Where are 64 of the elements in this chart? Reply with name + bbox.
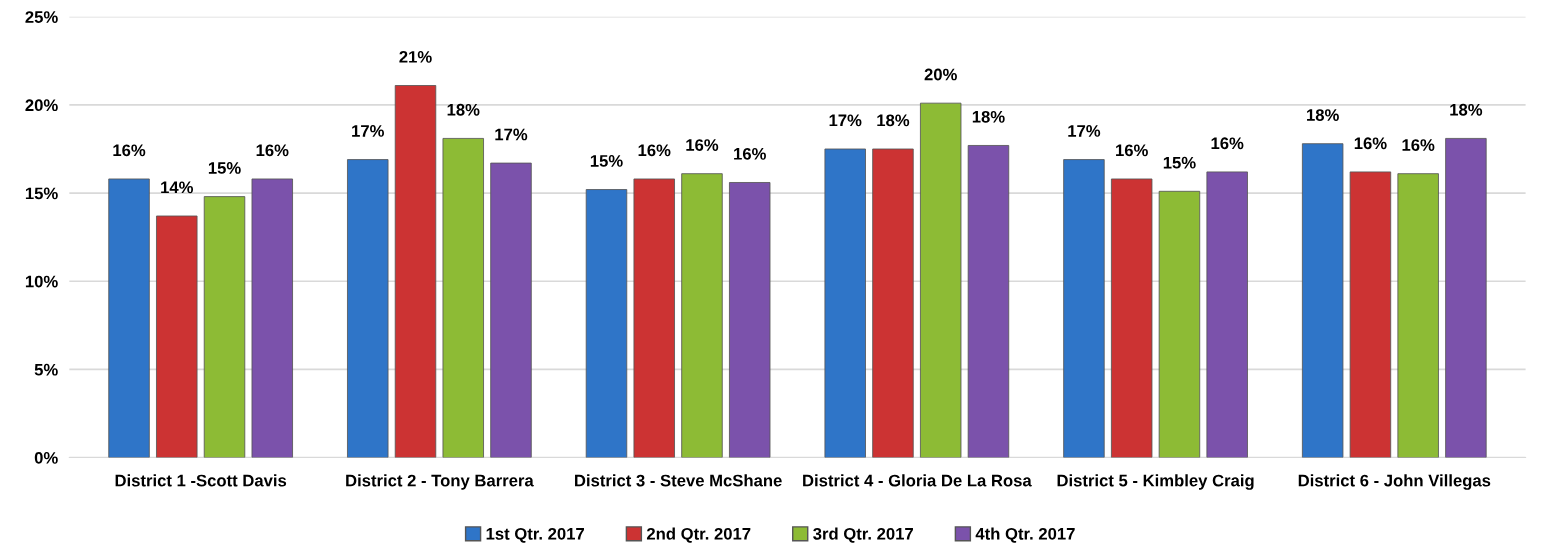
x-tick-label: District 3 - Steve McShane <box>575 474 782 487</box>
legend-label: 4th Qtr. 2017 <box>975 527 1075 543</box>
data-label: 17% <box>352 125 384 137</box>
y-tick-label: 10% <box>25 275 58 288</box>
bar <box>347 159 389 458</box>
data-label: 16% <box>1354 137 1387 150</box>
bar <box>156 215 198 458</box>
data-label: 15% <box>1163 156 1196 169</box>
bar <box>872 148 914 458</box>
bar <box>1445 137 1487 458</box>
data-label: 18% <box>972 110 1005 123</box>
data-label: 16% <box>1402 139 1435 151</box>
bar <box>203 196 246 458</box>
bar <box>394 85 437 458</box>
bar <box>729 182 771 458</box>
data-label: 16% <box>1116 144 1148 157</box>
data-label: 17% <box>1068 125 1101 137</box>
legend-label: 3rd Qtr. 2017 <box>813 527 913 543</box>
data-label: 15% <box>590 155 623 167</box>
bar <box>1206 171 1248 458</box>
data-label: 16% <box>686 139 719 151</box>
y-tick-label: 0% <box>34 451 58 464</box>
data-label: 16% <box>734 147 766 160</box>
bar <box>251 178 293 458</box>
data-label: 16% <box>113 144 146 157</box>
y-tick-label: 15% <box>25 187 58 200</box>
bar <box>108 178 150 458</box>
legend-label: 2nd Qtr. 2017 <box>646 527 751 543</box>
legend-label: 1st Qtr. 2017 <box>486 527 584 543</box>
x-tick-label: District 5 - Kimbley Craig <box>1057 474 1254 490</box>
x-tick-label: District 6 - John Villegas <box>1298 474 1491 490</box>
bar <box>824 148 866 458</box>
x-tick-label: District 1 -Scott Davis <box>115 474 287 487</box>
data-label: 18% <box>1450 103 1483 116</box>
bar <box>1110 178 1153 458</box>
bar <box>442 137 484 458</box>
bar <box>633 178 675 458</box>
bar <box>1349 171 1392 458</box>
y-tick-label: 20% <box>25 99 58 112</box>
data-label: 16% <box>1211 137 1244 150</box>
data-label: 21% <box>399 50 432 63</box>
bar <box>1063 159 1105 458</box>
data-label: 15% <box>208 162 241 174</box>
data-label: 17% <box>829 114 862 127</box>
data-label: 16% <box>638 144 671 157</box>
data-label: 14% <box>161 181 194 194</box>
data-label: 18% <box>447 103 480 116</box>
data-label: 18% <box>1307 109 1339 121</box>
y-tick-label: 25% <box>25 11 58 23</box>
x-tick-label: District 4 - Gloria De La Rosa <box>803 474 1032 487</box>
data-label: 16% <box>256 144 289 157</box>
bar <box>1301 143 1344 458</box>
x-tick-label: District 2 - Tony Barrera <box>346 474 534 490</box>
bar <box>1397 173 1439 458</box>
bar <box>681 173 723 458</box>
data-label: 18% <box>877 114 910 127</box>
bar <box>585 189 628 458</box>
bar <box>919 102 962 458</box>
y-tick-label: 5% <box>34 363 58 376</box>
data-label: 20% <box>924 68 957 81</box>
bar <box>1158 190 1201 458</box>
bar <box>967 145 1010 458</box>
bar <box>490 162 532 458</box>
data-label: 17% <box>495 128 528 141</box>
